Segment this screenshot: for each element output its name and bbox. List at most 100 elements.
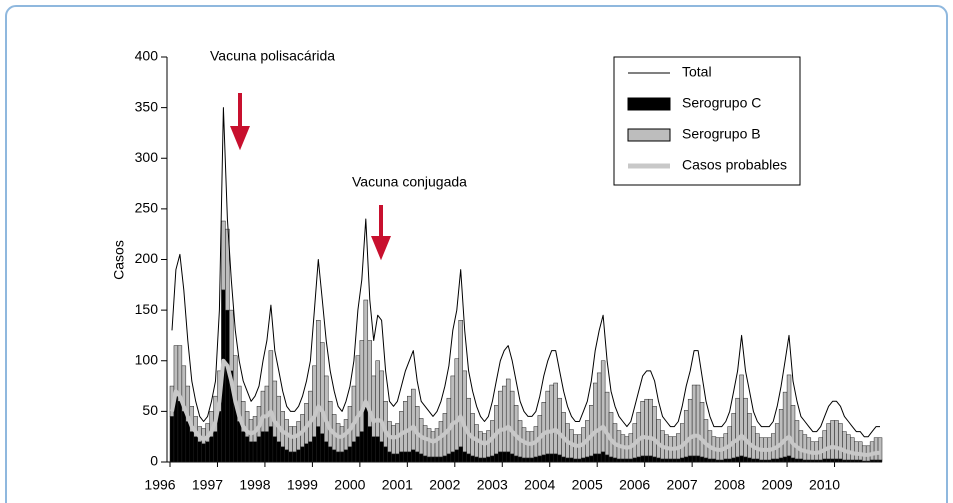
bar <box>585 456 590 463</box>
bar <box>244 436 250 463</box>
bar <box>549 453 554 463</box>
bar <box>553 453 558 463</box>
bar <box>561 456 566 463</box>
bar <box>296 449 301 463</box>
bar <box>236 421 242 463</box>
x-tick-label: 2008 <box>714 477 745 493</box>
bar <box>640 455 645 463</box>
bar <box>604 454 610 463</box>
bar <box>703 419 709 459</box>
bar <box>826 458 831 463</box>
bar <box>612 457 618 463</box>
bar <box>557 454 562 463</box>
bar <box>711 458 717 463</box>
bar <box>513 405 519 457</box>
bar <box>462 370 467 453</box>
bar <box>418 453 424 463</box>
bar <box>355 436 361 463</box>
bar <box>509 453 515 463</box>
x-tick-label: 2006 <box>619 477 650 493</box>
bar <box>414 451 420 463</box>
bar <box>509 390 515 455</box>
bar <box>565 457 570 463</box>
bar <box>407 451 412 463</box>
bar <box>347 446 353 463</box>
bar <box>770 458 776 463</box>
bar <box>854 441 859 461</box>
bar <box>636 456 641 463</box>
x-tick-label: 2004 <box>524 477 555 493</box>
bar <box>624 458 630 463</box>
x-tick-label: 2000 <box>334 477 365 493</box>
bar <box>221 220 226 291</box>
bar <box>343 449 349 463</box>
bar <box>229 309 234 372</box>
bar <box>822 458 827 463</box>
bar <box>877 437 883 461</box>
bar <box>573 458 578 463</box>
bar <box>466 453 471 463</box>
bar <box>181 411 187 463</box>
bar <box>774 423 780 460</box>
legend-symbol <box>627 97 671 111</box>
bar <box>545 453 550 463</box>
bar <box>600 451 606 463</box>
y-tick-label: 250 <box>135 200 159 216</box>
bar <box>521 457 527 463</box>
bar <box>225 309 230 463</box>
bar <box>604 391 610 456</box>
line <box>170 358 880 457</box>
bar <box>763 459 768 463</box>
bar <box>719 459 725 463</box>
bar <box>395 453 400 463</box>
x-tick-label: 2005 <box>572 477 603 493</box>
bar <box>680 457 685 463</box>
bar <box>446 453 452 463</box>
bar <box>474 456 479 463</box>
bar <box>644 398 649 457</box>
bar <box>850 459 855 463</box>
bar <box>494 453 499 463</box>
bar <box>308 441 313 463</box>
bar <box>873 437 879 461</box>
frame <box>5 5 948 503</box>
bar <box>248 441 254 463</box>
bar <box>778 457 784 463</box>
bar <box>727 458 732 463</box>
y-tick-label: 0 <box>150 453 158 469</box>
bar <box>426 428 432 458</box>
bar <box>525 457 531 463</box>
bar <box>600 360 606 453</box>
bar <box>834 420 839 460</box>
bar <box>826 423 831 460</box>
bar <box>683 410 689 458</box>
bar <box>320 433 325 463</box>
bar <box>288 426 293 453</box>
bar <box>759 459 764 463</box>
bar <box>589 455 594 463</box>
bar <box>316 426 321 463</box>
bar <box>272 380 278 437</box>
bar <box>264 431 270 463</box>
bar <box>786 374 792 457</box>
bar <box>537 455 543 463</box>
y-tick-label: 200 <box>135 250 159 266</box>
bar <box>430 456 436 463</box>
bar <box>312 436 317 463</box>
bar <box>458 446 463 463</box>
bar <box>505 451 511 463</box>
bar <box>680 423 685 459</box>
bar <box>794 458 800 463</box>
bar <box>260 431 266 463</box>
bar <box>478 431 483 459</box>
bar <box>502 451 507 463</box>
x-tick-label: 1997 <box>192 477 223 493</box>
bar <box>359 340 365 432</box>
bar <box>620 458 626 463</box>
bar <box>786 455 792 463</box>
bar <box>442 455 448 463</box>
bar <box>652 406 657 458</box>
y-tick-label: 50 <box>142 402 158 418</box>
bar <box>842 431 847 461</box>
y-tick-label: 350 <box>135 98 159 114</box>
